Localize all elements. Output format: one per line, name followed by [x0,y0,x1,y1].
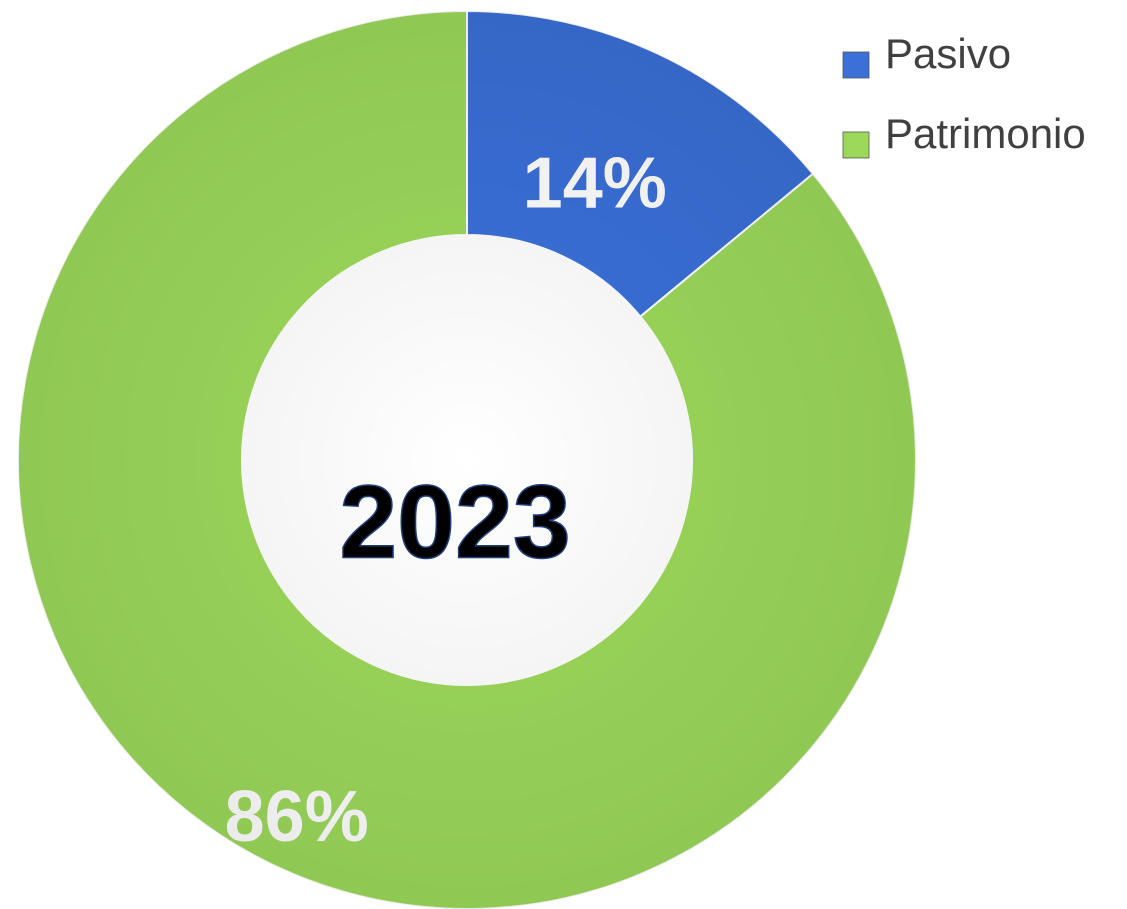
center-label: 2023 [339,464,570,580]
slices: 14% 86% [17,9,917,909]
legend: Pasivo Patrimonio [842,30,1086,159]
value-label: 14% [523,144,667,224]
legend-swatch [842,51,870,79]
legend-label: Pasivo [885,30,1011,77]
value-label: 86% [225,777,369,857]
legend-label: Patrimonio [885,110,1086,157]
legend-swatch [842,131,870,159]
